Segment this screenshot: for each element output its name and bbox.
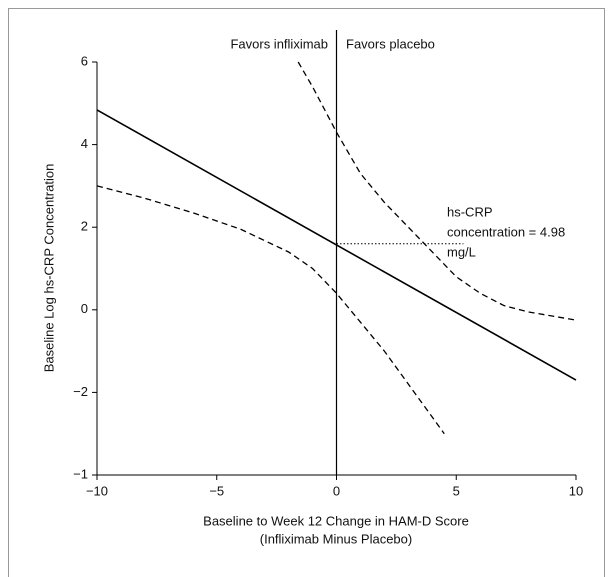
x-tick-label: −5 (209, 483, 224, 498)
x-tick-label: −10 (86, 483, 108, 498)
x-axis-label: (Infliximab Minus Placebo) (260, 531, 412, 546)
y-tick-label: 4 (81, 136, 88, 151)
x-tick-label: 0 (333, 483, 340, 498)
x-tick-label: 10 (569, 483, 583, 498)
left-note: Favors infliximab (230, 36, 328, 51)
series-line (96, 109, 577, 381)
frame (8, 8, 605, 577)
y-tick-label: −1 (73, 466, 88, 481)
y-tick-label: 0 (81, 301, 88, 316)
annotation: mg/L (447, 244, 476, 259)
y-tick-label: −2 (73, 384, 88, 399)
annotation: hs-CRP (447, 204, 493, 219)
y-tick-label: 2 (81, 219, 88, 234)
series-line (96, 185, 445, 435)
annotation: concentration = 4.98 (447, 224, 565, 239)
right-note: Favors placebo (346, 36, 435, 51)
x-axis-label: Baseline to Week 12 Change in HAM-D Scor… (203, 513, 469, 528)
y-axis-label: Baseline Log hs-CRP Concentration (41, 164, 56, 373)
y-tick-label: 6 (81, 53, 88, 68)
series-line (297, 61, 577, 321)
x-tick-label: 5 (453, 483, 460, 498)
